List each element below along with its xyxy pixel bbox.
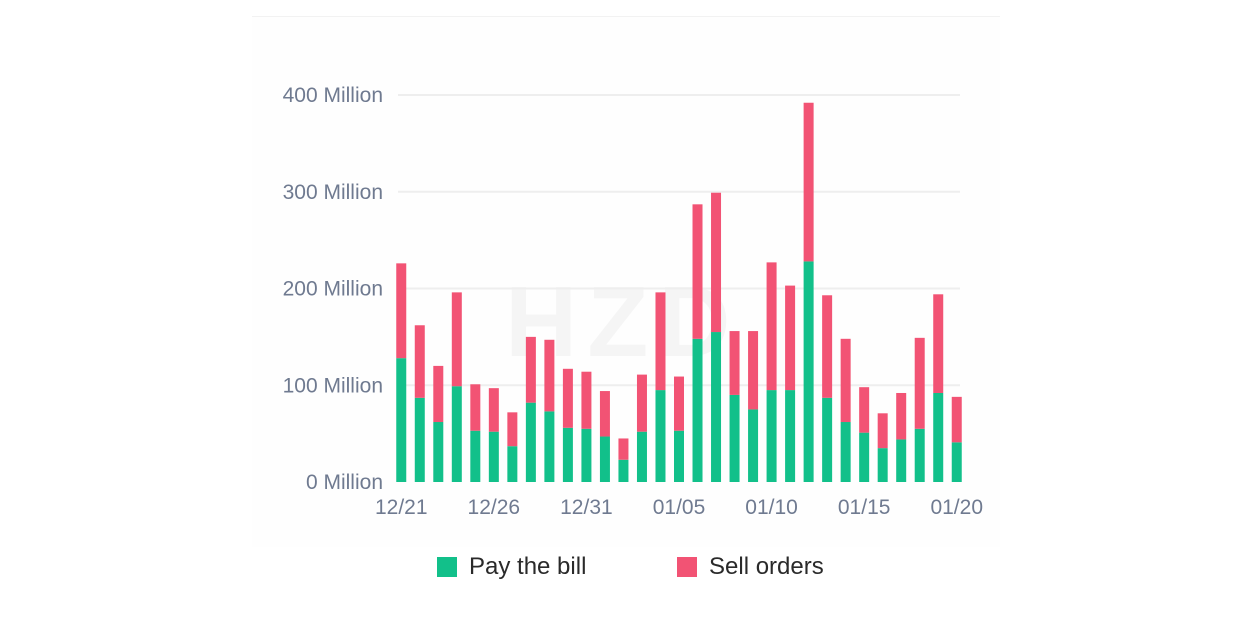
bar-sell-orders[interactable] (914, 337, 925, 429)
bar-pay-the-bill[interactable] (822, 397, 833, 482)
x-tick-label: 01/10 (745, 496, 798, 519)
bar-sell-orders[interactable] (470, 384, 481, 431)
bar-sell-orders[interactable] (507, 412, 518, 447)
y-tick-label: 400 Million (283, 84, 383, 107)
bar-sell-orders[interactable] (896, 392, 907, 440)
legend-item-sell-orders[interactable]: Sell orders (677, 553, 824, 581)
bar-pay-the-bill[interactable] (599, 436, 610, 482)
bar-pay-the-bill[interactable] (859, 432, 870, 482)
bar-sell-orders[interactable] (729, 331, 740, 395)
x-tick-label: 01/15 (838, 496, 891, 519)
bar-pay-the-bill[interactable] (951, 442, 962, 482)
bar-pay-the-bill[interactable] (914, 428, 925, 482)
bar-pay-the-bill[interactable] (396, 358, 407, 482)
bar-pay-the-bill[interactable] (933, 392, 944, 482)
bar-sell-orders[interactable] (692, 204, 703, 339)
bar-pay-the-bill[interactable] (655, 390, 666, 482)
bar-sell-orders[interactable] (711, 192, 722, 333)
bar-sell-orders[interactable] (433, 365, 444, 423)
bar-pay-the-bill[interactable] (581, 428, 592, 482)
y-tick-label: 300 Million (283, 181, 383, 204)
bar-sell-orders[interactable] (951, 396, 962, 443)
bar-pay-the-bill[interactable] (451, 386, 462, 482)
legend-item-pay-the-bill[interactable]: Pay the bill (437, 553, 586, 581)
legend-swatch-sell-orders (677, 557, 697, 577)
x-tick-label: 01/05 (653, 496, 706, 519)
bar-sell-orders[interactable] (414, 325, 425, 398)
x-tick-label: 12/26 (468, 496, 521, 519)
bar-sell-orders[interactable] (396, 263, 407, 359)
y-tick-label: 100 Million (283, 374, 383, 397)
bar-sell-orders[interactable] (840, 338, 851, 423)
bar-sell-orders[interactable] (655, 292, 666, 391)
x-tick-label: 01/20 (930, 496, 983, 519)
bar-pay-the-bill[interactable] (877, 448, 888, 482)
legend-label-pay-the-bill: Pay the bill (469, 553, 587, 580)
bar-sell-orders[interactable] (488, 388, 499, 432)
bar-pay-the-bill[interactable] (470, 430, 481, 482)
bar-sell-orders[interactable] (748, 331, 759, 410)
legend-label-sell-orders: Sell orders (709, 553, 824, 580)
bar-pay-the-bill[interactable] (544, 411, 555, 482)
bar-pay-the-bill[interactable] (433, 422, 444, 482)
bar-pay-the-bill[interactable] (562, 427, 573, 482)
bar-sell-orders[interactable] (618, 438, 629, 460)
bar-pay-the-bill[interactable] (636, 431, 647, 482)
bar-pay-the-bill[interactable] (525, 402, 536, 482)
bar-pay-the-bill[interactable] (488, 431, 499, 482)
bar-pay-the-bill[interactable] (729, 394, 740, 482)
bar-pay-the-bill[interactable] (840, 422, 851, 482)
bar-sell-orders[interactable] (636, 374, 647, 432)
bar-sell-orders[interactable] (785, 285, 796, 391)
bar-pay-the-bill[interactable] (785, 390, 796, 482)
bar-sell-orders[interactable] (859, 387, 870, 433)
bar-sell-orders[interactable] (599, 391, 610, 437)
bar-pay-the-bill[interactable] (692, 338, 703, 482)
y-tick-label: 200 Million (283, 278, 383, 301)
bar-pay-the-bill[interactable] (674, 430, 684, 482)
bar-sell-orders[interactable] (451, 292, 462, 387)
bar-pay-the-bill[interactable] (803, 261, 814, 482)
y-tick-label: 0 Million (306, 471, 383, 494)
bar-sell-orders[interactable] (803, 102, 814, 262)
bar-sell-orders[interactable] (544, 339, 555, 412)
bar-pay-the-bill[interactable] (414, 397, 425, 482)
bar-sell-orders[interactable] (933, 294, 944, 393)
bar-pay-the-bill[interactable] (711, 332, 722, 482)
bar-sell-orders[interactable] (766, 262, 777, 391)
bar-sell-orders[interactable] (877, 413, 888, 449)
bar-pay-the-bill[interactable] (618, 459, 629, 482)
bar-sell-orders[interactable] (581, 371, 592, 429)
bar-sell-orders[interactable] (525, 336, 536, 403)
bar-sell-orders[interactable] (562, 368, 573, 428)
bar-pay-the-bill[interactable] (896, 439, 907, 482)
bar-sell-orders[interactable] (674, 376, 684, 431)
bar-pay-the-bill[interactable] (766, 390, 777, 482)
bar-pay-the-bill[interactable] (748, 409, 759, 482)
legend-swatch-pay-the-bill (437, 557, 457, 577)
bar-sell-orders[interactable] (822, 295, 833, 398)
bar-pay-the-bill[interactable] (507, 446, 518, 482)
x-tick-label: 12/21 (375, 496, 428, 519)
x-tick-label: 12/31 (560, 496, 613, 519)
